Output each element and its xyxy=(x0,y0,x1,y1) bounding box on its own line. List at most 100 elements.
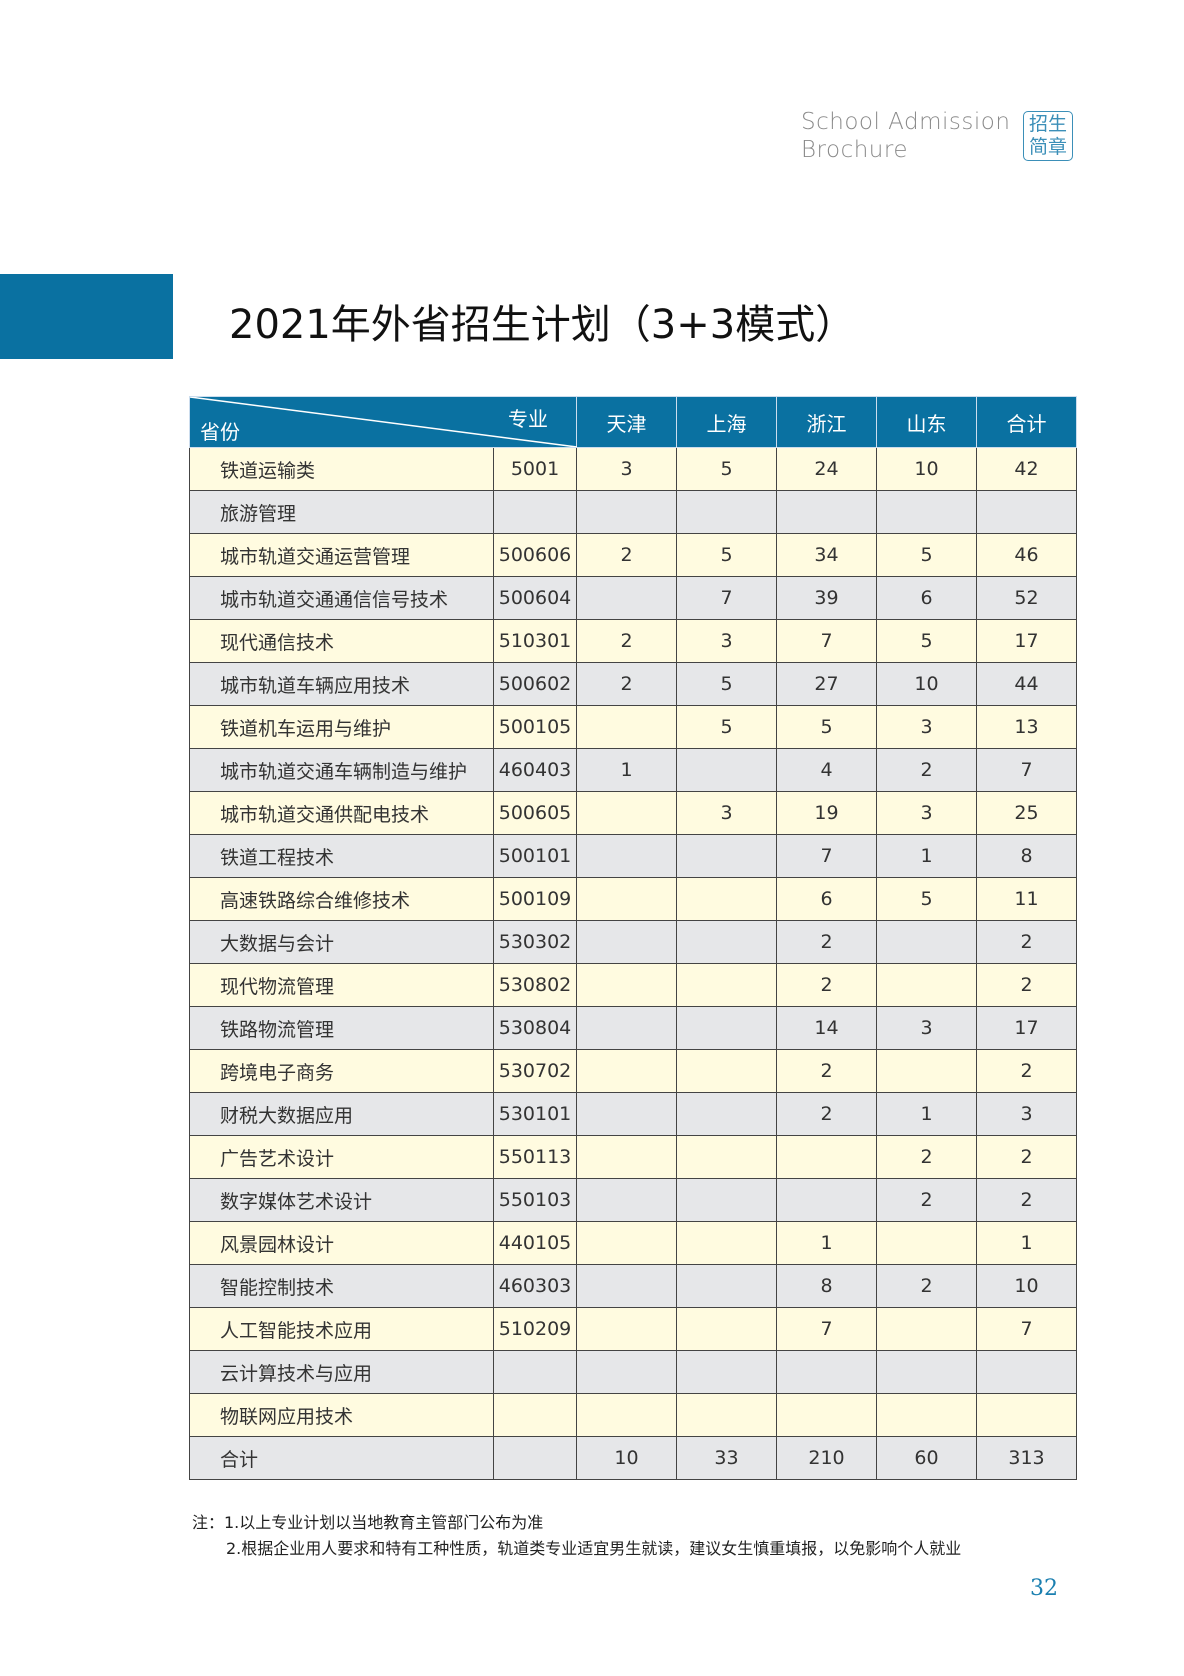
header-line2: Brochure xyxy=(801,137,908,163)
diagonal-line xyxy=(190,397,577,447)
quota-cell: 5 xyxy=(676,705,777,749)
table-row: 大数据与会计 530302 2 2 xyxy=(189,920,1077,964)
quota-cell: 2 xyxy=(976,1178,1077,1222)
quota-cell xyxy=(676,1135,777,1179)
quota-cell xyxy=(676,490,777,534)
quota-cell: 7 xyxy=(976,748,1077,792)
major-code: 530804 xyxy=(493,1006,577,1050)
quota-cell: 1 xyxy=(576,748,677,792)
table-row: 城市轨道交通通信信号技术 500604 7 39 6 52 xyxy=(189,576,1077,620)
major-code: 550113 xyxy=(493,1135,577,1179)
table-row: 城市轨道交通车辆制造与维护 460403 1 4 2 7 xyxy=(189,748,1077,792)
quota-cell xyxy=(576,1178,677,1222)
major-code xyxy=(493,1393,577,1437)
quota-cell: 5 xyxy=(876,877,977,921)
quota-cell: 25 xyxy=(976,791,1077,835)
quota-cell xyxy=(576,1264,677,1308)
major-code: 500606 xyxy=(493,533,577,577)
column-header: 浙江 xyxy=(776,396,877,448)
quota-cell: 3 xyxy=(976,1092,1077,1136)
major-name: 物联网应用技术 xyxy=(189,1393,494,1437)
note-2: 2.根据企业用人要求和特有工种性质，轨道类专业适宜男生就读，建议女生慎重填报，以… xyxy=(226,1539,962,1558)
quota-cell xyxy=(576,920,677,964)
major-code: 500604 xyxy=(493,576,577,620)
quota-cell: 2 xyxy=(976,1049,1077,1093)
quota-cell: 2 xyxy=(976,963,1077,1007)
table-row: 城市轨道交通运营管理 500606 2 5 34 5 46 xyxy=(189,533,1077,577)
quota-cell: 10 xyxy=(876,662,977,706)
quota-cell xyxy=(576,963,677,1007)
page-title: 2021年外省招生计划（3+3模式） xyxy=(229,302,856,348)
quota-cell: 3 xyxy=(576,447,677,491)
quota-cell: 27 xyxy=(776,662,877,706)
major-name: 铁道工程技术 xyxy=(189,834,494,878)
quota-cell: 33 xyxy=(676,1436,777,1480)
major-code: 550103 xyxy=(493,1178,577,1222)
quota-cell: 4 xyxy=(776,748,877,792)
quota-cell: 10 xyxy=(976,1264,1077,1308)
table-row: 旅游管理 xyxy=(189,490,1077,534)
quota-cell: 5 xyxy=(676,662,777,706)
quota-cell: 2 xyxy=(976,1135,1077,1179)
quota-cell: 7 xyxy=(976,1307,1077,1351)
major-name: 城市轨道车辆应用技术 xyxy=(189,662,494,706)
quota-cell: 7 xyxy=(676,576,777,620)
quota-cell: 17 xyxy=(976,1006,1077,1050)
major-name: 旅游管理 xyxy=(189,490,494,534)
quota-cell xyxy=(876,1307,977,1351)
major-code: 500109 xyxy=(493,877,577,921)
major-code: 530302 xyxy=(493,920,577,964)
quota-cell: 210 xyxy=(776,1436,877,1480)
quota-cell: 7 xyxy=(776,834,877,878)
quota-cell xyxy=(576,1006,677,1050)
table-row: 现代通信技术 510301 2 3 7 5 17 xyxy=(189,619,1077,663)
quota-cell: 2 xyxy=(976,920,1077,964)
major-code: 5001 xyxy=(493,447,577,491)
major-name: 现代物流管理 xyxy=(189,963,494,1007)
quota-cell: 24 xyxy=(776,447,877,491)
table-row: 铁路物流管理 530804 14 3 17 xyxy=(189,1006,1077,1050)
quota-cell: 3 xyxy=(876,1006,977,1050)
quota-cell xyxy=(576,834,677,878)
quota-cell xyxy=(976,1393,1077,1437)
quota-cell: 2 xyxy=(876,1135,977,1179)
quota-cell xyxy=(576,1092,677,1136)
quota-cell xyxy=(676,834,777,878)
quota-cell xyxy=(576,1221,677,1265)
quota-cell: 34 xyxy=(776,533,877,577)
column-header: 山东 xyxy=(876,396,977,448)
major-name: 城市轨道交通车辆制造与维护 xyxy=(189,748,494,792)
admission-plan-table: 专业 省份 天津 上海 浙江 山东 合计 铁道运输类 5001 3 5 24 10 42 旅游… xyxy=(189,396,1077,1480)
quota-cell xyxy=(876,1221,977,1265)
major-code: 500602 xyxy=(493,662,577,706)
quota-cell xyxy=(576,576,677,620)
quota-cell: 2 xyxy=(576,619,677,663)
table-row: 人工智能技术应用 510209 7 7 xyxy=(189,1307,1077,1351)
table-row: 智能控制技术 460303 8 2 10 xyxy=(189,1264,1077,1308)
major-name: 城市轨道交通通信信号技术 xyxy=(189,576,494,620)
seal-line2: 简章 xyxy=(1028,136,1067,158)
quota-cell: 6 xyxy=(876,576,977,620)
table-row: 现代物流管理 530802 2 2 xyxy=(189,963,1077,1007)
quota-cell: 2 xyxy=(776,1092,877,1136)
major-code: 510301 xyxy=(493,619,577,663)
quota-cell xyxy=(576,1350,677,1394)
quota-cell xyxy=(676,1049,777,1093)
major-code: 530101 xyxy=(493,1092,577,1136)
table-row: 铁道运输类 5001 3 5 24 10 42 xyxy=(189,447,1077,491)
major-name: 数字媒体艺术设计 xyxy=(189,1178,494,1222)
column-header: 天津 xyxy=(576,396,677,448)
quota-cell: 5 xyxy=(676,533,777,577)
quota-cell: 39 xyxy=(776,576,877,620)
table-row: 合计 10 33 210 60 313 xyxy=(189,1436,1077,1480)
quota-cell: 1 xyxy=(876,834,977,878)
quota-cell xyxy=(676,1264,777,1308)
quota-cell xyxy=(676,1178,777,1222)
table-row: 城市轨道交通供配电技术 500605 3 19 3 25 xyxy=(189,791,1077,835)
major-name: 智能控制技术 xyxy=(189,1264,494,1308)
table-row: 高速铁路综合维修技术 500109 6 5 11 xyxy=(189,877,1077,921)
quota-cell: 313 xyxy=(976,1436,1077,1480)
major-name: 风景园林设计 xyxy=(189,1221,494,1265)
table-row: 跨境电子商务 530702 2 2 xyxy=(189,1049,1077,1093)
note-1: 注：1.以上专业计划以当地教育主管部门公布为准 xyxy=(192,1513,544,1532)
